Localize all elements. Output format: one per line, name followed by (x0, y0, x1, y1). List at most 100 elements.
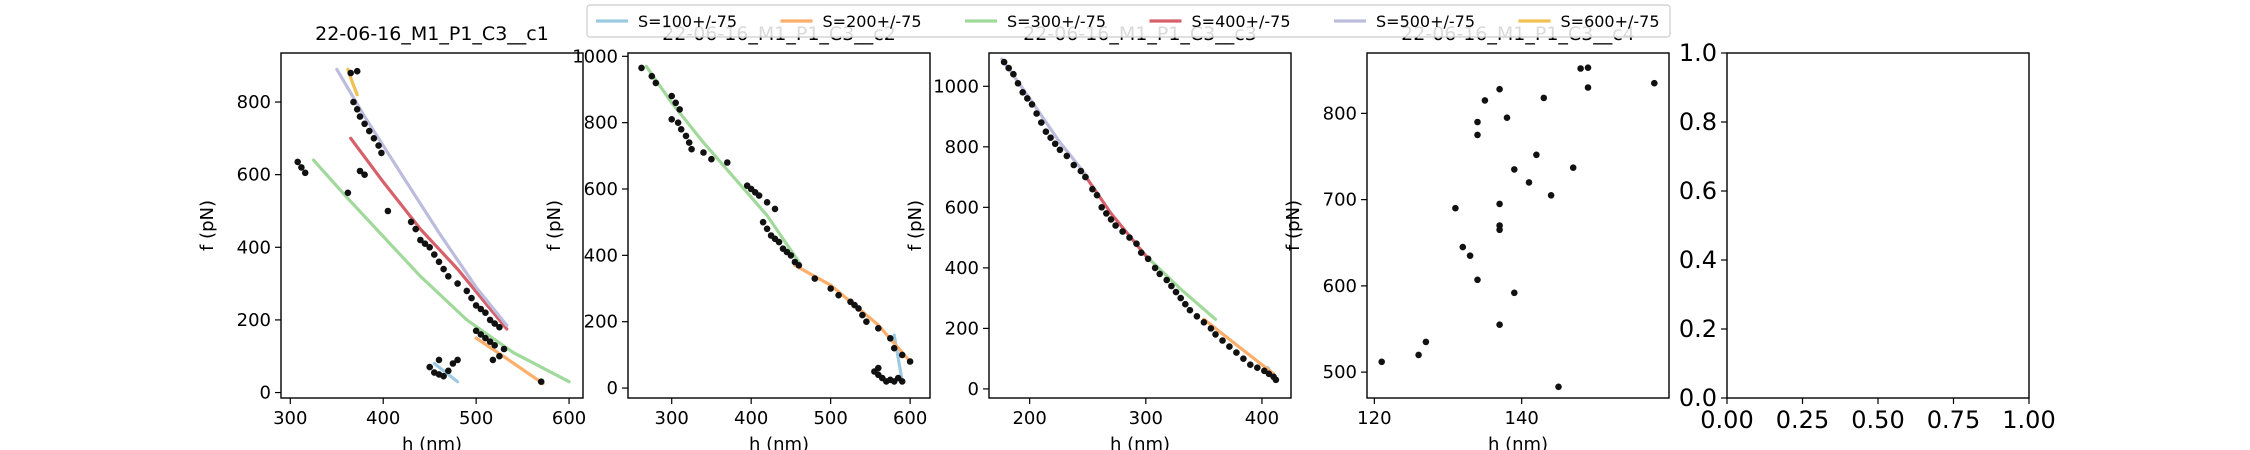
data-point (648, 72, 656, 80)
y-axis-label: f (pN) (905, 200, 926, 251)
data-point (898, 351, 906, 359)
legend-entry-label: S=400+/-75 (1192, 12, 1291, 31)
y-tick-label: 400 (945, 258, 979, 279)
x-tick-label: 0.50 (1851, 406, 1904, 434)
fit-line-s-200-75 (1202, 317, 1276, 376)
y-tick-label: 800 (584, 113, 618, 134)
data-point (445, 367, 452, 375)
data-point (676, 106, 683, 113)
y-tick-label: 0.0 (1679, 384, 1717, 412)
y-tick-label: 700 (1323, 190, 1357, 211)
data-point (638, 64, 645, 72)
data-point (708, 155, 715, 163)
data-point (350, 98, 357, 106)
data-point (1474, 118, 1481, 126)
data-point (875, 325, 882, 332)
panel-2: 3004005006000200400600800100022-06-16_M1… (544, 23, 931, 450)
data-point (1119, 228, 1126, 235)
y-axis-label: f (pN) (197, 200, 218, 251)
data-point (1010, 70, 1017, 78)
data-point (1051, 140, 1059, 148)
data-point (1063, 152, 1071, 160)
data-point (1047, 134, 1054, 141)
x-axis-label: h (nm) (1488, 434, 1548, 450)
data-point (421, 240, 429, 247)
fit-line-s-200-75 (474, 336, 545, 386)
data-point (1172, 288, 1180, 296)
data-point (1466, 252, 1474, 259)
data-point (700, 149, 707, 156)
legend-entry-label: S=600+/-75 (1561, 12, 1660, 31)
data-point (771, 205, 779, 213)
data-point (1503, 114, 1511, 121)
data-point (652, 79, 660, 87)
data-point (356, 113, 364, 120)
x-tick-label: 400 (366, 408, 400, 429)
axes-frame (627, 52, 931, 399)
fit-line-s-500-75 (335, 67, 509, 327)
data-point (1163, 276, 1170, 284)
data-point (426, 244, 434, 251)
data-point (1098, 204, 1105, 211)
y-axis-label: f (pN) (1283, 200, 1304, 251)
fit-line-s-500-75 (1000, 57, 1090, 179)
data-point (384, 207, 392, 215)
data-point (1459, 243, 1467, 251)
data-point (1481, 97, 1489, 104)
data-point (1077, 167, 1085, 175)
data-point (1651, 79, 1658, 87)
data-point (1378, 358, 1385, 366)
data-point (672, 99, 679, 107)
data-point (407, 218, 415, 226)
data-point (685, 139, 693, 146)
data-point (759, 218, 767, 226)
y-tick-label: 0.4 (1679, 246, 1717, 274)
y-tick-label: 1.0 (1679, 39, 1717, 67)
legend-entry-label: S=200+/-75 (823, 12, 922, 31)
data-point (486, 338, 494, 346)
x-tick-label: 0.00 (1700, 406, 1753, 434)
x-tick-label: 300 (1129, 408, 1163, 429)
data-point (668, 116, 675, 123)
x-axis-label: h (nm) (402, 434, 462, 450)
panel-title: 22-06-16_M1_P1_C3__c1 (315, 23, 549, 45)
legend: S=100+/-75 S=200+/-75 S=300+/-75 S=400+/-75… (586, 4, 1671, 38)
data-point (449, 360, 457, 367)
fit-line-s-300-75 (311, 158, 571, 384)
panel-3: 2003004000200400600800100022-06-16_M1_P1… (905, 23, 1292, 450)
data-point (366, 127, 373, 135)
data-point (795, 262, 803, 269)
data-point (1103, 210, 1110, 217)
data-point (1126, 234, 1133, 241)
y-tick-label: 0.8 (1679, 108, 1717, 136)
data-point (859, 311, 866, 319)
data-point (1496, 200, 1503, 208)
x-tick-label: 120 (1357, 408, 1391, 429)
data-point (491, 342, 499, 349)
data-point (1511, 289, 1518, 297)
data-point (301, 169, 309, 177)
data-point (1133, 240, 1140, 247)
data-point (378, 149, 385, 157)
y-axis-label: f (pN) (544, 200, 565, 251)
data-point (1265, 370, 1273, 378)
x-tick-label: 300 (655, 408, 689, 429)
x-tick-label: 500 (459, 408, 493, 429)
data-point (482, 309, 489, 317)
data-point (863, 318, 870, 326)
data-point (677, 126, 685, 133)
data-point (1247, 361, 1254, 369)
data-point (435, 356, 443, 364)
data-point (1024, 95, 1031, 102)
data-point (835, 291, 842, 299)
data-point (1254, 364, 1261, 372)
data-point (1093, 191, 1101, 199)
legend-box (586, 4, 1671, 38)
y-tick-label: 0 (968, 379, 979, 400)
data-point (1168, 282, 1175, 290)
y-tick-label: 0.6 (1679, 177, 1717, 205)
data-point (1496, 85, 1503, 93)
data-point (1038, 119, 1045, 126)
x-axis-label: h (nm) (749, 434, 809, 450)
